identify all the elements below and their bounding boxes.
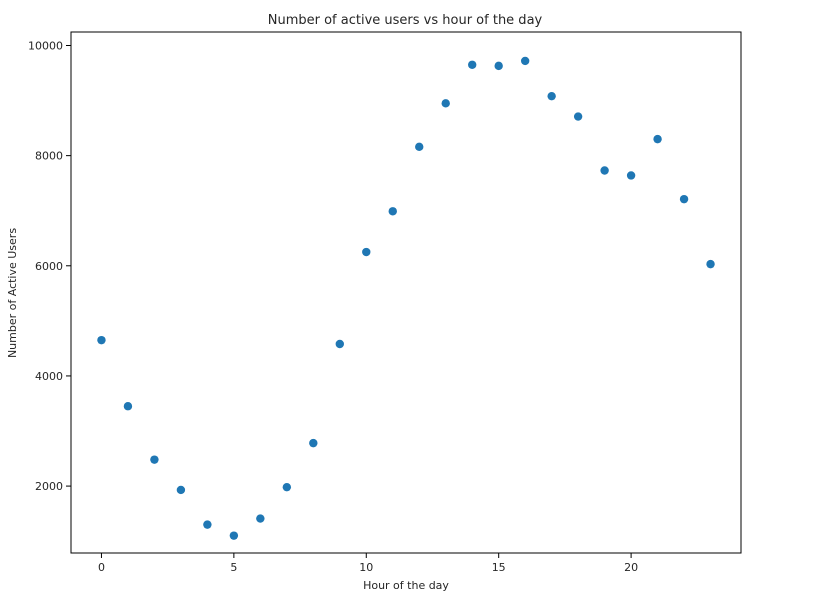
scatter-point [520,56,530,66]
x-tick-label: 15 [492,561,506,574]
scatter-point [573,112,583,121]
scatter-point [150,455,159,464]
scatter-point [335,339,344,349]
scatter-point [441,99,450,108]
x-tick-label: 5 [230,561,237,574]
x-axis: 0 5 10 15 20 [98,553,638,574]
scatter-point [468,60,477,69]
scatter-point [282,482,292,492]
scatter-point [547,91,556,101]
y-tick-label: 2000 [35,480,63,493]
plot-area [70,31,742,554]
scatter-point [176,485,186,495]
y-tick-label: 6000 [35,260,63,273]
scatter-point [97,335,106,345]
y-tick-label: 4000 [35,370,63,383]
y-axis: 2000 4000 6000 8000 10000 [28,39,71,493]
scatter-point [362,247,371,257]
scatter-point [309,438,318,448]
y-tick-label: 8000 [35,150,63,163]
x-tick-label: 10 [359,561,373,574]
scatter-point [388,207,397,216]
scatter-point [653,134,662,144]
y-tick-label: 10000 [28,39,63,52]
y-axis-label: Number of Active Users [6,228,19,358]
plot-frame [70,31,742,554]
chart-title: Number of active users vs hour of the da… [268,13,543,28]
scatter-point [123,402,133,411]
scatter-point [229,531,239,540]
scatter-series [97,56,715,540]
scatter-point [203,520,212,529]
scatter-point [600,166,609,175]
scatter-point [706,259,715,269]
x-axis-label: Hour of the day [363,579,449,592]
scatter-point [679,194,689,204]
scatter-point [494,61,503,71]
x-tick-label: 20 [624,561,638,574]
scatter-point [256,514,265,523]
scatter-point [626,171,636,180]
scatter-point [415,142,424,152]
x-tick-label: 0 [98,561,105,574]
